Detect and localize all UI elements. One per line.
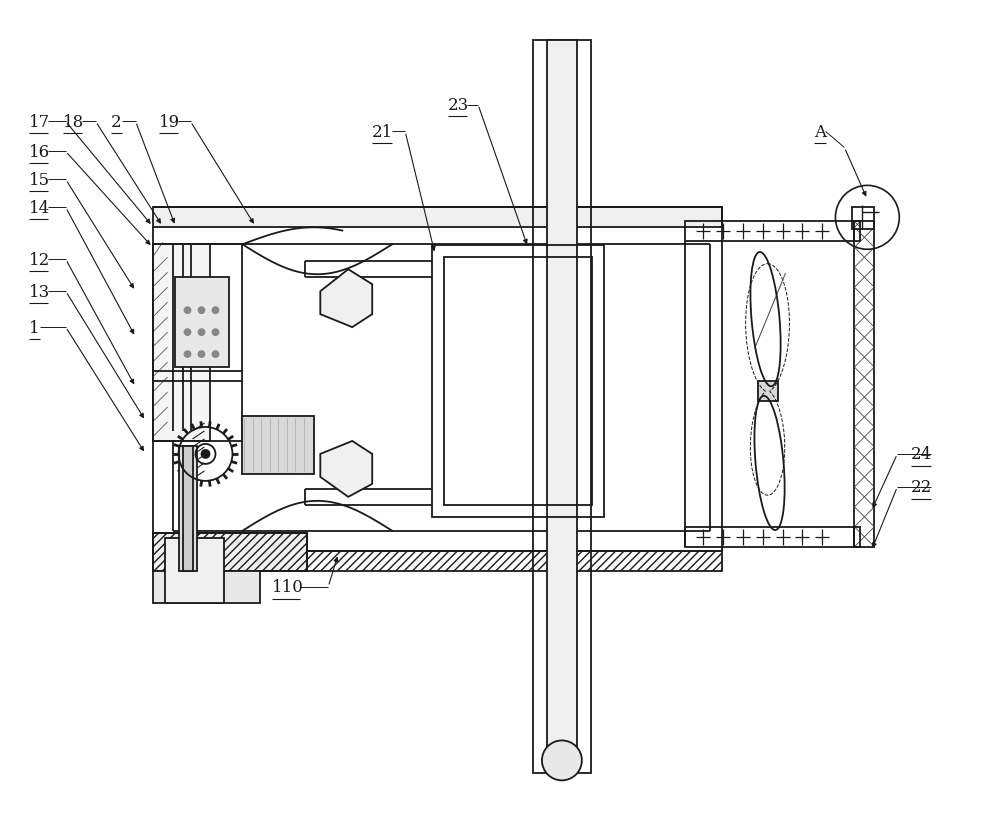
Text: 13: 13 — [29, 283, 50, 301]
Circle shape — [199, 330, 205, 336]
Polygon shape — [320, 270, 372, 328]
Bar — [547, 41, 577, 773]
Text: 24: 24 — [911, 446, 933, 463]
Text: A: A — [814, 124, 826, 141]
Bar — [175, 278, 229, 368]
Bar — [153, 245, 210, 441]
Circle shape — [212, 351, 218, 358]
Text: 22: 22 — [911, 479, 933, 495]
Bar — [533, 41, 591, 773]
Polygon shape — [320, 441, 372, 497]
Bar — [242, 417, 314, 474]
Bar — [179, 446, 197, 571]
Text: 110: 110 — [272, 578, 304, 595]
Text: 2: 2 — [111, 114, 121, 131]
Bar — [854, 222, 874, 547]
Text: 17: 17 — [29, 114, 50, 131]
Circle shape — [185, 308, 191, 314]
Circle shape — [185, 330, 191, 336]
Bar — [444, 258, 592, 505]
Text: 16: 16 — [29, 144, 50, 161]
Bar — [153, 551, 722, 571]
Text: 21: 21 — [372, 124, 393, 141]
Text: 14: 14 — [29, 200, 50, 216]
Text: 1: 1 — [29, 319, 39, 337]
Bar — [153, 571, 260, 603]
Bar — [854, 222, 860, 242]
Bar — [153, 245, 242, 441]
Bar — [685, 222, 854, 242]
Circle shape — [542, 740, 582, 781]
Circle shape — [212, 308, 218, 314]
Bar — [432, 246, 604, 517]
Bar — [153, 533, 307, 571]
Text: 15: 15 — [29, 172, 50, 188]
Text: 18: 18 — [63, 114, 84, 131]
Text: 12: 12 — [29, 251, 50, 269]
Circle shape — [185, 351, 191, 358]
Circle shape — [199, 351, 205, 358]
Text: 19: 19 — [159, 114, 180, 131]
Text: 23: 23 — [448, 97, 469, 114]
Circle shape — [212, 330, 218, 336]
Bar — [852, 208, 874, 230]
Bar — [165, 538, 224, 603]
Circle shape — [199, 308, 205, 314]
Bar — [854, 527, 860, 547]
Bar — [183, 446, 193, 571]
Bar — [153, 208, 722, 228]
Circle shape — [202, 450, 209, 459]
Bar — [685, 527, 854, 547]
Bar — [758, 382, 778, 401]
